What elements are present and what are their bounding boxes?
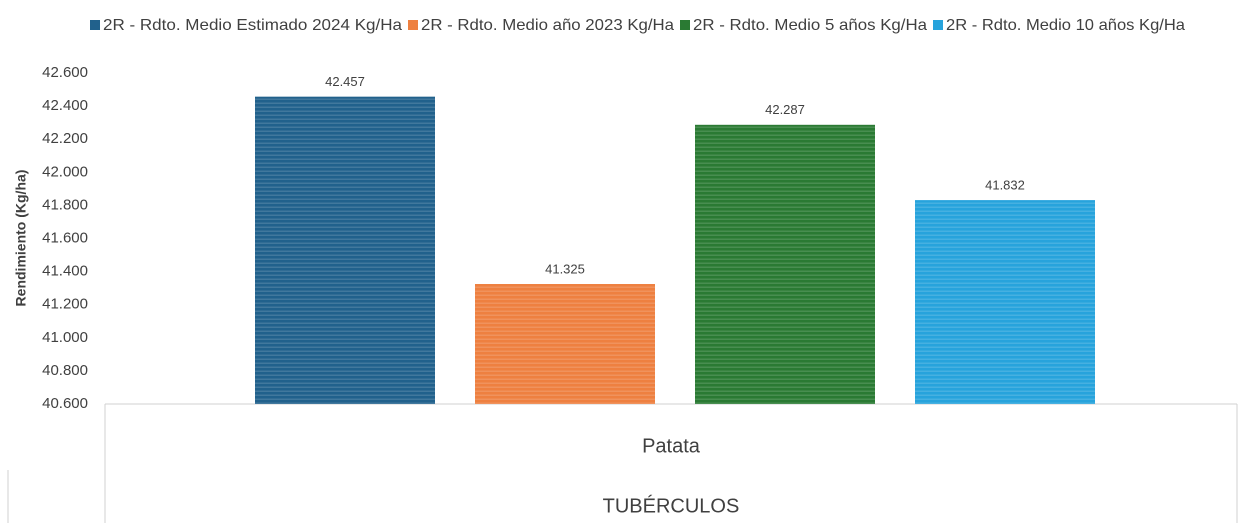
y-tick-label: 41.000 — [42, 329, 88, 346]
y-tick-label: 42.200 — [42, 130, 88, 147]
y-tick-label: 41.200 — [42, 296, 88, 313]
data-label: 42.287 — [765, 102, 805, 117]
legend-label: 2R - Rdto. Medio 10 años Kg/Ha — [946, 17, 1185, 34]
y-tick-label: 41.600 — [42, 229, 88, 246]
legend-label: 2R - Rdto. Medio año 2023 Kg/Ha — [421, 17, 674, 34]
y-tick-label: 42.600 — [42, 64, 88, 81]
data-label: 41.325 — [545, 261, 585, 276]
x-group-label: TUBÉRCULOS — [603, 494, 740, 517]
data-label: 41.832 — [985, 178, 1025, 193]
y-tick-label: 41.800 — [42, 196, 88, 213]
bar — [475, 284, 655, 404]
legend-swatch — [933, 20, 943, 30]
legend-swatch — [90, 20, 100, 30]
x-tick-label: Patata — [642, 435, 701, 457]
y-tick-label: 40.800 — [42, 362, 88, 379]
y-tick-label: 42.400 — [42, 97, 88, 114]
y-axis-label: Rendimiento (Kg/ha) — [13, 170, 29, 307]
legend-label: 2R - Rdto. Medio 5 años Kg/Ha — [693, 17, 927, 34]
y-tick-label: 41.400 — [42, 263, 88, 280]
bar — [915, 200, 1095, 404]
data-label: 42.457 — [325, 74, 365, 89]
bar — [695, 124, 875, 404]
legend-swatch — [408, 20, 418, 30]
legend-swatch — [680, 20, 690, 30]
bar — [255, 96, 435, 404]
legend-label: 2R - Rdto. Medio Estimado 2024 Kg/Ha — [103, 17, 402, 34]
y-tick-label: 42.000 — [42, 163, 88, 180]
y-tick-label: 40.600 — [42, 395, 88, 412]
